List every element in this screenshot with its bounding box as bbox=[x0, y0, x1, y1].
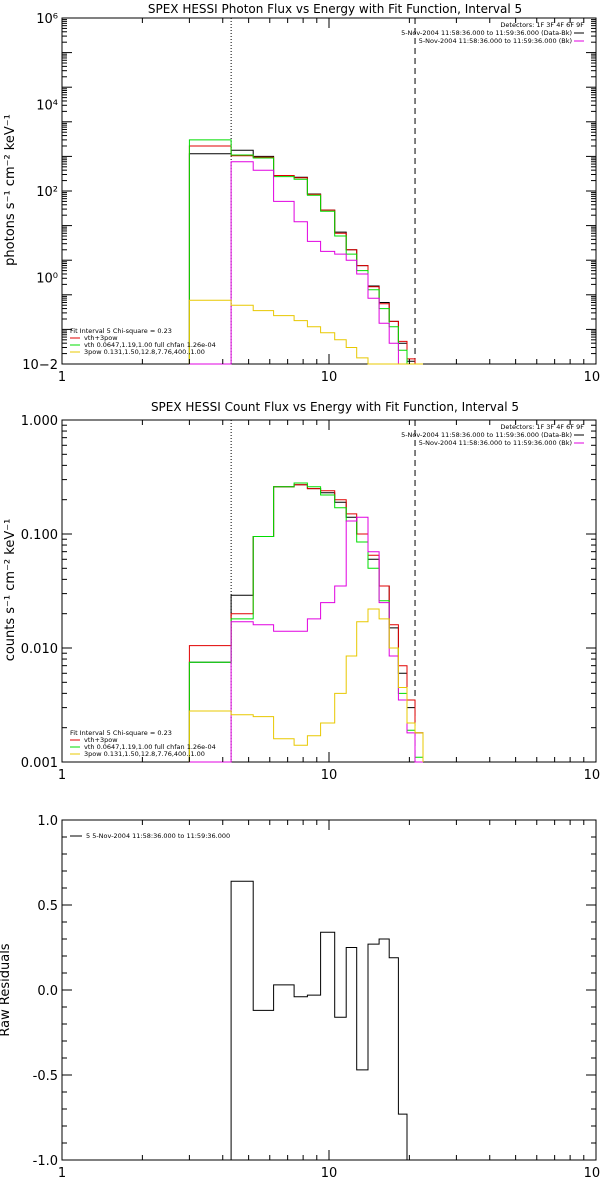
panel-1-title: SPEX HESSI Photon Flux vs Energy with Fi… bbox=[148, 2, 522, 16]
y-tick-label: 0.001 bbox=[21, 756, 58, 771]
y-tick-label: 10⁰ bbox=[36, 272, 58, 287]
photon-flux-panel: SPEX HESSI Photon Flux vs Energy with Fi… bbox=[3, 2, 600, 385]
panel-3-legend-text: 5 5-Nov-2004 11:58:36.000 to 11:59:36.00… bbox=[86, 832, 230, 840]
p1-series-2-histogram bbox=[188, 139, 423, 365]
panel-2-detectors-text: Detectors: 1F 3F 4F 6F 9F bbox=[500, 423, 584, 431]
panel-2-vth-label: vth 0.0647,1.19,1.00 full chfan 1.26e-04 bbox=[84, 743, 216, 751]
p2-series-4-histogram bbox=[188, 608, 424, 762]
panel-2-3pow-label: 3pow 0.131,1.50,12.8,7.76,400.,1.00 bbox=[84, 750, 205, 758]
x-tick-label: 10 bbox=[321, 768, 338, 783]
count-flux-panel: SPEX HESSI Count Flux vs Energy with Fit… bbox=[3, 400, 600, 783]
panel-3-plot-frame bbox=[61, 819, 597, 1161]
panel-2-legend-bottom-left: Fit Interval 5 Chi-square = 0.23 vth+3po… bbox=[70, 729, 216, 758]
p2-series-2-histogram bbox=[188, 482, 424, 762]
panel-1-bk-text: 5-Nov-2004 11:58:36.000 to 11:59:36.000 … bbox=[419, 37, 572, 45]
x-tick-label: 1 bbox=[58, 370, 66, 385]
y-tick-label: 10² bbox=[36, 185, 58, 200]
y-tick-label: 10⁶ bbox=[36, 12, 58, 27]
panel-1-data-bk-text: 5-Nov-2004 11:58:36.000 to 11:59:36.000 … bbox=[401, 29, 572, 37]
p1-series-4-histogram bbox=[188, 299, 423, 365]
residuals-panel: Raw Residuals 1 10 100 -1.0 -0.5 0.0 0.5 1.0 5… bbox=[0, 814, 600, 1181]
panel-2-plot-frame bbox=[61, 419, 597, 763]
p1-series-0-histogram bbox=[188, 149, 423, 365]
panel-3-legend: 5 5-Nov-2004 11:58:36.000 to 11:59:36.00… bbox=[70, 832, 230, 840]
x-tick-label: 10 bbox=[321, 1166, 338, 1181]
y-tick-label: 1.000 bbox=[21, 414, 58, 429]
panel-2-data-bk-text: 5-Nov-2004 11:58:36.000 to 11:59:36.000 … bbox=[401, 431, 572, 439]
y-tick-label: 10−2 bbox=[22, 358, 58, 373]
y-tick-label: -0.5 bbox=[33, 1069, 58, 1084]
x-tick-label: 100 bbox=[584, 370, 600, 385]
p2-series-0-histogram bbox=[188, 484, 424, 762]
panel-1-plot-frame bbox=[61, 17, 597, 365]
p1-series-3-histogram bbox=[189, 161, 423, 365]
x-tick-label: 10 bbox=[321, 370, 338, 385]
x-tick-label: 100 bbox=[584, 1166, 600, 1181]
panel-2-legend-top-right: Detectors: 1F 3F 4F 6F 9F 5-Nov-2004 11:… bbox=[401, 423, 584, 447]
panel-2-title: SPEX HESSI Count Flux vs Energy with Fit… bbox=[151, 400, 519, 414]
panel-1-legend-bottom-left: Fit Interval 5 Chi-square = 0.23 vth+3po… bbox=[70, 327, 216, 356]
p2-series-1-histogram bbox=[188, 484, 424, 762]
x-tick-label: 1 bbox=[58, 768, 66, 783]
panel-1-legend-top-right: Detectors: 1F 3F 4F 6F 9F 5-Nov-2004 11:… bbox=[401, 21, 584, 45]
y-tick-label: 10⁴ bbox=[36, 99, 58, 114]
panel-1-ylabel: photons s⁻¹ cm⁻² keV⁻¹ bbox=[3, 114, 18, 266]
p3-series-0-histogram bbox=[230, 880, 408, 1160]
x-tick-label: 100 bbox=[584, 768, 600, 783]
panel-2-fit-label: vth+3pow bbox=[84, 736, 118, 744]
panel-1-fit-info: Fit Interval 5 Chi-square = 0.23 bbox=[70, 327, 172, 335]
x-tick-label: 1 bbox=[58, 1166, 66, 1181]
panel-1-vth-label: vth 0.0647,1.19,1.00 full chfan 1.26e-04 bbox=[84, 341, 216, 349]
panel-2-ylabel: counts s⁻¹ cm⁻² keV⁻¹ bbox=[3, 519, 18, 662]
panel-3-ylabel: Raw Residuals bbox=[0, 943, 13, 1036]
panel-2-bk-text: 5-Nov-2004 11:58:36.000 to 11:59:36.000 … bbox=[419, 439, 572, 447]
y-tick-label: 0.100 bbox=[21, 528, 58, 543]
panel-1-fit-label: vth+3pow bbox=[84, 334, 118, 342]
y-tick-label: 1.0 bbox=[37, 814, 58, 829]
y-tick-label: 0.0 bbox=[37, 984, 58, 999]
panel-1-3pow-label: 3pow 0.131,1.50,12.8,7.76,400.,1.00 bbox=[84, 348, 205, 356]
panel-1-detectors-text: Detectors: 1F 3F 4F 6F 9F bbox=[500, 21, 584, 29]
y-tick-label: -1.0 bbox=[33, 1154, 58, 1169]
y-tick-label: 0.5 bbox=[37, 899, 58, 914]
y-tick-label: 0.010 bbox=[21, 642, 58, 657]
panel-2-fit-info: Fit Interval 5 Chi-square = 0.23 bbox=[70, 729, 172, 737]
p2-series-3-histogram bbox=[189, 516, 423, 763]
